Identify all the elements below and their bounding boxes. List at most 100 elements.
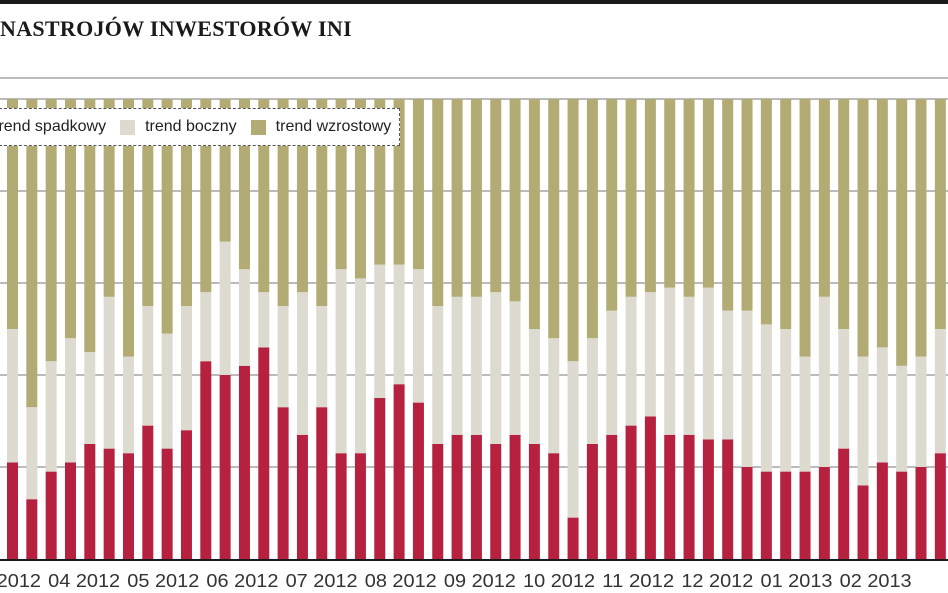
bar-spadkowy (470, 434, 482, 559)
bar-boczny (567, 361, 579, 518)
bar-wzrostowy (7, 99, 18, 329)
bar-wzrostowy (451, 99, 463, 297)
bar-spadkowy (625, 425, 637, 559)
bar-wzrostowy (432, 99, 444, 306)
bar-spadkowy (316, 407, 328, 559)
bar-wzrostowy (509, 99, 521, 302)
bar-wzrostowy (161, 99, 173, 334)
bars (7, 99, 946, 559)
bar-boczny (702, 287, 714, 440)
bar-wzrostowy (838, 99, 850, 329)
bar-boczny (64, 338, 76, 463)
bar-spadkowy (296, 434, 308, 559)
bar-boczny (548, 338, 560, 454)
bar-spadkowy (7, 462, 18, 559)
bar-wzrostowy (470, 99, 482, 297)
bar-wzrostowy (857, 99, 869, 357)
bar-wzrostowy (702, 99, 714, 288)
bar-boczny (818, 296, 830, 467)
bar-boczny (180, 306, 192, 431)
bar-spadkowy (528, 444, 540, 559)
bar-spadkowy (393, 384, 405, 559)
bar-spadkowy (857, 485, 869, 559)
bar-wzrostowy (354, 99, 366, 279)
x-tick-label: 05 2012 (127, 571, 199, 591)
bar-spadkowy (122, 453, 134, 559)
legend-label-spadkowy: trend spadkowy (0, 118, 107, 135)
bar-spadkowy (722, 439, 734, 559)
bar-spadkowy (219, 375, 231, 559)
x-tick-labels: 03 2012 04 2012 05 2012 06 2012 07 2012 08 20… (0, 571, 912, 591)
bar-spadkowy (45, 471, 57, 559)
bar-wzrostowy (741, 99, 753, 311)
legend: trend spadkowy trend boczny trend wzrost… (0, 108, 401, 146)
bar-wzrostowy (122, 99, 134, 357)
bar-wzrostowy (238, 99, 250, 270)
bar-boczny (606, 310, 618, 435)
bar-spadkowy (876, 462, 888, 559)
bar-spadkowy (200, 361, 212, 559)
bar-boczny (238, 269, 250, 366)
bar-wzrostowy (644, 99, 656, 293)
bar-boczny (354, 278, 366, 454)
bar-spadkowy (142, 425, 154, 559)
bar-wzrostowy (393, 99, 405, 265)
bar-boczny (644, 292, 656, 417)
bar-wzrostowy (296, 99, 308, 293)
bar-wzrostowy (915, 99, 927, 357)
bar-boczny (722, 310, 734, 440)
bar-spadkowy (818, 467, 830, 559)
bar-wzrostowy (818, 99, 830, 297)
bar-spadkowy (509, 434, 521, 559)
bar-boczny (934, 329, 946, 454)
bar-wzrostowy (335, 99, 347, 270)
bar-wzrostowy (180, 99, 192, 306)
bar-boczny (374, 264, 386, 398)
bar-wzrostowy (896, 99, 908, 366)
bar-wzrostowy (277, 99, 289, 306)
bar-boczny (45, 361, 57, 472)
bar-spadkowy (548, 453, 560, 559)
bar-spadkowy (412, 402, 424, 559)
bar-boczny (683, 296, 695, 435)
bar-boczny (393, 264, 405, 385)
bar-boczny (258, 292, 270, 348)
bar-spadkowy (490, 444, 502, 559)
bar-wzrostowy (258, 99, 270, 293)
bar-boczny (838, 329, 850, 449)
bar-spadkowy (780, 471, 792, 559)
x-tick-label: 10 2012 (523, 571, 595, 591)
bar-spadkowy (586, 444, 598, 559)
bar-boczny (451, 296, 463, 435)
bar-boczny (219, 241, 231, 375)
legend-item-spadkowy: trend spadkowy (0, 118, 106, 136)
top-rule (0, 0, 948, 4)
bar-wzrostowy (142, 99, 154, 306)
bar-spadkowy (180, 430, 192, 559)
x-tick-label: 08 2012 (365, 571, 437, 591)
bar-spadkowy (644, 416, 656, 559)
bar-wzrostowy (490, 99, 502, 293)
bar-boczny (799, 356, 811, 472)
bar-wzrostowy (625, 99, 637, 297)
bar-boczny (528, 329, 540, 444)
legend-item-boczny: trend boczny (120, 118, 237, 136)
bar-boczny (26, 407, 38, 500)
x-tick-label: 02 2013 (840, 571, 912, 591)
bar-boczny (7, 329, 18, 463)
bar-spadkowy (432, 444, 444, 559)
bar-wzrostowy (374, 99, 386, 265)
bar-boczny (490, 292, 502, 444)
bar-boczny (625, 296, 637, 426)
bar-boczny (103, 296, 115, 449)
bar-wzrostowy (84, 99, 96, 352)
bar-wzrostowy (103, 99, 115, 297)
bar-boczny (122, 356, 134, 454)
bar-boczny (780, 329, 792, 472)
bar-wzrostowy (876, 99, 888, 348)
bar-wzrostowy (683, 99, 695, 297)
x-tick-label: 12 2012 (681, 571, 753, 591)
x-tick-label: 09 2012 (444, 571, 516, 591)
bar-wzrostowy (586, 99, 598, 339)
